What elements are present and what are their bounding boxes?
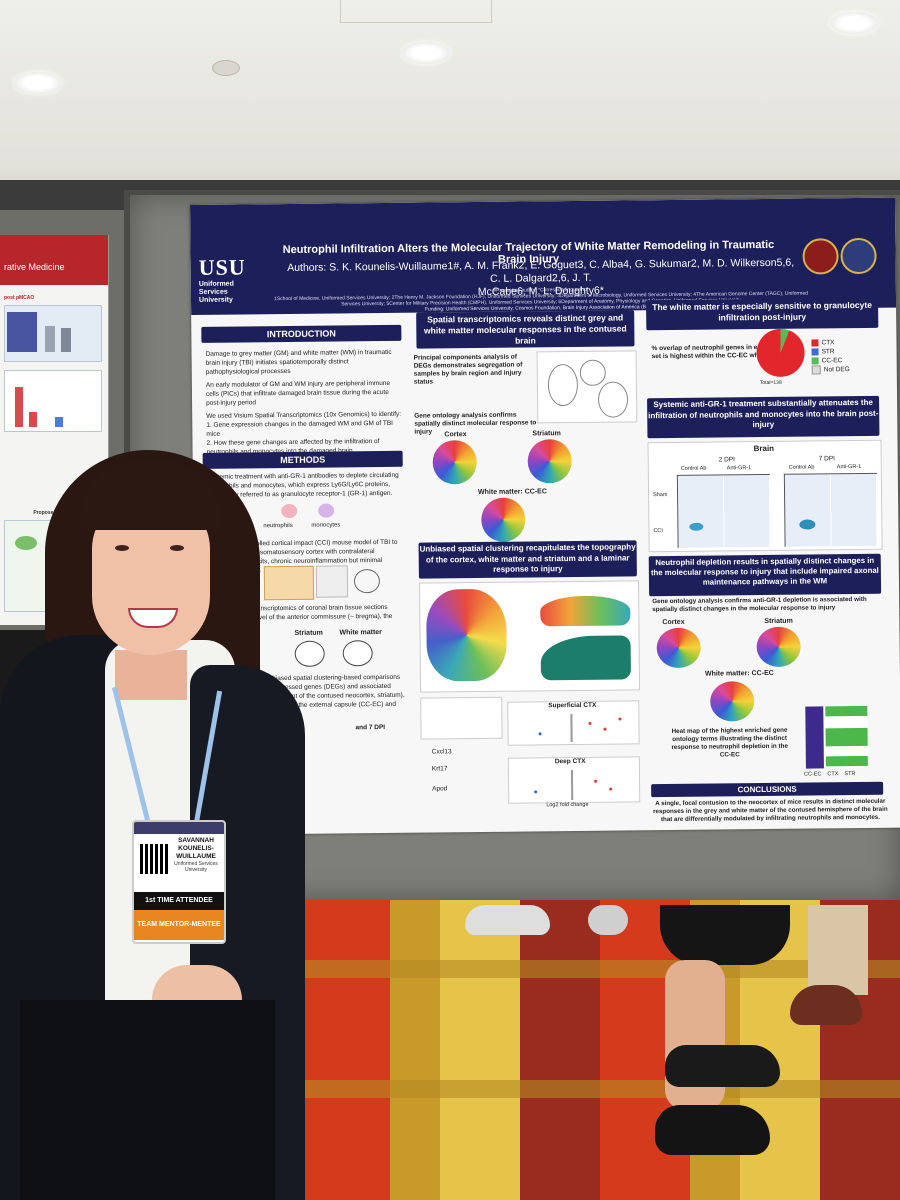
ceiling-light [14, 72, 62, 94]
pca-plot [536, 350, 638, 424]
wm-go-chord [481, 497, 526, 542]
ceiling [0, 0, 900, 210]
badge-name: SAVANNAH KOUNELIS-WUILLAUME [176, 837, 216, 860]
striatum-label: Striatum [532, 430, 561, 438]
timepoint-label: and 7 DPI [355, 723, 386, 732]
left-poster-title: rative Medicine [4, 262, 65, 272]
go-caption: Gene ontology analysis confirms spatiall… [414, 411, 537, 436]
eye [170, 545, 184, 551]
ceiling-light [402, 42, 450, 64]
depletion-striatum-label: Striatum [764, 617, 793, 626]
badge-org: Uniformed Services University [174, 861, 218, 873]
badge-team-band: TEAM MENTOR-MENTEE [134, 910, 224, 940]
antigr1-heading: Systemic anti-GR-1 treatment substantial… [647, 395, 880, 439]
qr-code-icon [140, 844, 170, 874]
conclusions-text: A single, focal contusion to the neocort… [653, 797, 888, 824]
trousers [808, 905, 868, 995]
ceiling-light [830, 12, 878, 34]
sneaker [465, 905, 550, 935]
shoe [665, 1045, 780, 1087]
spatial-heading: Spatial transcriptomics reveals distinct… [416, 310, 635, 349]
shoe [655, 1105, 770, 1155]
badge-attendee-band: 1st TIME ATTENDEE [134, 892, 224, 910]
depletion-wm-chord [710, 681, 755, 722]
attendee-leg [665, 960, 725, 1110]
volcano-superficial: Superficial CTX [507, 700, 640, 746]
left-poster-figure [4, 305, 102, 362]
volcano-xlabel: Log2 fold change [546, 801, 589, 809]
ceiling-vent [340, 0, 492, 23]
row-label-apod: Apod [432, 785, 448, 793]
name-badge: SAVANNAH KOUNELIS-WUILLAUME Uniformed Se… [132, 820, 226, 944]
overlap-pie-chart [756, 328, 805, 378]
heatmap [805, 705, 868, 769]
left-poster-bar-chart [4, 370, 102, 432]
pie-legend: CTX STR CC-EC Not DEG [811, 338, 850, 375]
left-poster-header: rative Medicine [0, 235, 108, 285]
cortex-go-chord [432, 440, 477, 485]
depletion-heading: Neutrophil depletion results in spatiall… [648, 553, 882, 597]
neck [115, 650, 187, 700]
row-label-krt17: Krt17 [431, 765, 448, 773]
sneaker [588, 905, 628, 935]
wm-sensitive-heading: The white matter is especially sensitive… [646, 297, 879, 331]
eye [115, 545, 129, 551]
depletion-striatum-chord [756, 626, 801, 668]
heatmap-col-labels: CC-EC CTX STR [803, 771, 856, 778]
depletion-cortex-chord [656, 627, 701, 669]
presenter-person: SAVANNAH KOUNELIS-WUILLAUME Uniformed Se… [0, 440, 320, 1200]
attendee-legs [660, 905, 790, 965]
monocyte-icon [318, 503, 335, 518]
shoe [790, 985, 862, 1025]
conclusions-heading: CONCLUSIONS [651, 781, 884, 798]
seal-icon [840, 237, 877, 275]
heatmap-caption: Heat map of the highest enriched gene on… [671, 726, 788, 759]
left-poster-label: post pMCAO [4, 295, 35, 301]
flow-cytometry-figure: Brain 2 DPI 7 DPI Control Ab Anti-GR-1 C… [647, 439, 883, 553]
depletion-cortex-label: Cortex [662, 618, 685, 627]
region-wm-label: White matter [339, 629, 382, 637]
dark-skirt [20, 1000, 275, 1200]
clustering-heading: Unbiased spatial clustering recapitulate… [418, 540, 637, 579]
smoke-detector [212, 60, 240, 76]
poster-header: USU Uniformed Services University Neutro… [190, 197, 897, 315]
cortex-label: Cortex [444, 431, 467, 439]
impactor-diagram [315, 565, 349, 598]
depletion-wm-label: White matter: CC-EC [704, 669, 774, 678]
pca-caption: Principal components analysis of DEGs de… [413, 353, 523, 386]
spatial-cluster-figure [418, 580, 641, 693]
row-label-cxcl13: Cxcl13 [431, 748, 452, 756]
striatum-go-chord [527, 439, 572, 484]
wm-icon [342, 640, 373, 667]
intro-heading: INTRODUCTION [201, 324, 402, 343]
wm-label: White matter: CC-EC [477, 488, 547, 496]
usu-logo: USU Uniformed Services University [198, 254, 246, 304]
seal-icon [802, 238, 839, 275]
pie-total-label: Total=138 [759, 379, 782, 387]
volcano-deep: Deep CTX [507, 756, 641, 804]
cluster-table [420, 696, 503, 740]
depletion-caption: Gene ontology analysis confirms anti-GR-… [652, 595, 867, 614]
brain-icon [353, 569, 381, 594]
